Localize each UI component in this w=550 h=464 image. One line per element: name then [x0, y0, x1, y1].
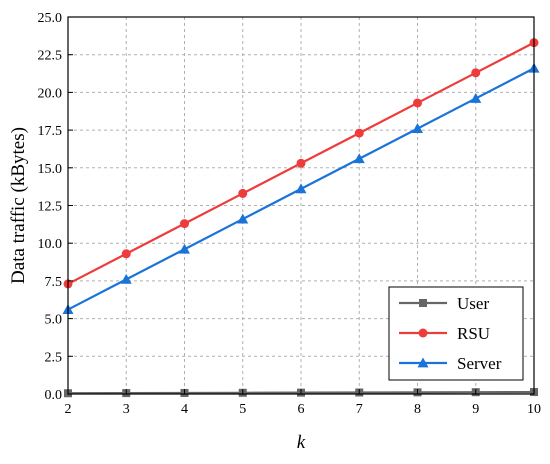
legend-marker [418, 328, 428, 338]
data-point [238, 188, 248, 198]
data-point [296, 158, 306, 168]
data-point [237, 213, 249, 224]
data-point [413, 98, 422, 108]
data-point [179, 243, 190, 254]
x-tick-label: 4 [181, 402, 188, 417]
legend-item-server: Server [399, 354, 502, 373]
data-point [120, 273, 132, 284]
x-tick-label: 6 [298, 402, 305, 417]
series-rsu [63, 38, 539, 289]
legend-marker [417, 357, 429, 368]
x-tick-label: 10 [527, 402, 541, 417]
data-point [353, 153, 365, 164]
legend-item-user: User [399, 294, 489, 313]
data-point [470, 92, 482, 103]
legend: User RSU Server [388, 286, 524, 381]
x-tick-label: 7 [356, 402, 363, 417]
x-tick-label: 3 [123, 402, 130, 417]
data-point [471, 68, 481, 78]
legend-label: User [457, 294, 489, 313]
x-tick-label: 9 [472, 402, 479, 417]
x-tick-label: 5 [239, 402, 246, 417]
y-tick-label: 2.5 [45, 350, 63, 365]
data-point [295, 183, 307, 194]
legend-label: RSU [457, 324, 490, 343]
y-tick-label: 0.0 [45, 388, 63, 403]
legend-label: Server [457, 354, 502, 373]
legend-marker [419, 299, 427, 307]
y-tick-label: 7.5 [45, 275, 63, 290]
data-point [412, 123, 423, 133]
x-tick-label: 8 [414, 402, 421, 417]
y-axis-label: Data traffic (kBytes) [8, 127, 29, 284]
x-axis-label: k [297, 432, 306, 453]
series-server [62, 62, 540, 314]
y-tick-label: 12.5 [38, 200, 63, 215]
data-point [121, 249, 131, 259]
axis-ticks: 0.0 2.5 5.0 7.5 10.0 12.5 15.0 17.5 20.0 22.5 25.0… [38, 11, 542, 417]
legend-item-rsu: RSU [399, 324, 490, 343]
y-tick-label: 20.0 [38, 86, 63, 101]
y-tick-label: 10.0 [38, 237, 63, 252]
data-point [354, 128, 364, 138]
y-tick-label: 5.0 [45, 313, 63, 328]
grid-lines [68, 17, 534, 394]
x-tick-label: 2 [65, 402, 72, 417]
y-tick-label: 15.0 [38, 162, 63, 177]
y-tick-label: 17.5 [38, 124, 63, 139]
y-tick-label: 25.0 [38, 11, 63, 26]
y-tick-label: 22.5 [38, 49, 63, 64]
data-point [180, 219, 189, 229]
